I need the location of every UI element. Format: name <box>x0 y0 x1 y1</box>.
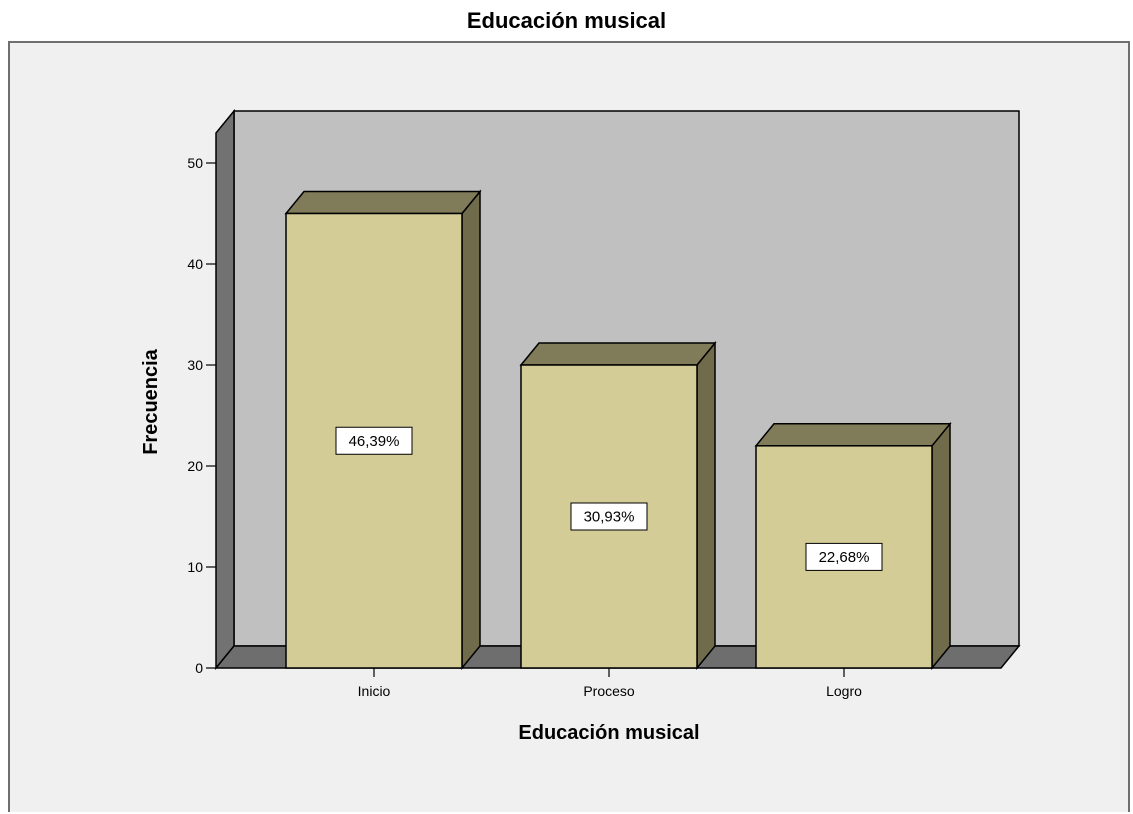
y-axis-title: Frecuencia <box>140 348 162 454</box>
data-label-box <box>805 542 883 571</box>
x-axis: Inicio Proceso Logro <box>216 667 1001 699</box>
chart-area: 0 10 20 30 40 50 Inicio Proceso Logro 46,39% 30,… <box>8 41 1130 812</box>
y-tick-label: 40 <box>187 256 203 272</box>
data-label-text: 30,93% <box>584 509 635 526</box>
x-axis-title: Educación musical <box>518 722 699 744</box>
data-labels: 46,39% 30,93% 22,68% <box>335 426 883 571</box>
y-tick-label: 50 <box>187 155 203 171</box>
left-wall <box>215 108 235 671</box>
bar-side <box>696 340 716 671</box>
y-tick-label: 10 <box>187 559 203 575</box>
data-label-box <box>570 502 648 531</box>
data-label: 22,68% <box>805 542 883 571</box>
bar-top <box>754 423 952 447</box>
data-label: 30,93% <box>570 502 648 531</box>
bar-top <box>519 342 717 366</box>
chart-canvas: 0 10 20 30 40 50 Inicio Proceso Logro 46,39% 30,… <box>140 108 1021 744</box>
x-tick-label: Logro <box>826 683 862 699</box>
bar-proceso <box>519 340 717 671</box>
x-tick-label: Proceso <box>583 683 635 699</box>
bar-side <box>931 421 951 671</box>
chart-title: Educación musical <box>466 8 667 33</box>
y-tick-label: 20 <box>187 458 203 474</box>
y-tick-label: 0 <box>195 660 203 676</box>
data-label-box <box>335 426 413 455</box>
bar-side <box>461 189 481 671</box>
x-tick-label: Inicio <box>358 683 391 699</box>
bar-top <box>284 190 482 215</box>
data-label: 46,39% <box>335 426 413 455</box>
data-label-text: 22,68% <box>819 549 870 566</box>
y-tick-label: 30 <box>187 357 203 373</box>
y-axis: 0 10 20 30 40 50 <box>187 133 217 676</box>
data-label-text: 46,39% <box>349 433 400 450</box>
